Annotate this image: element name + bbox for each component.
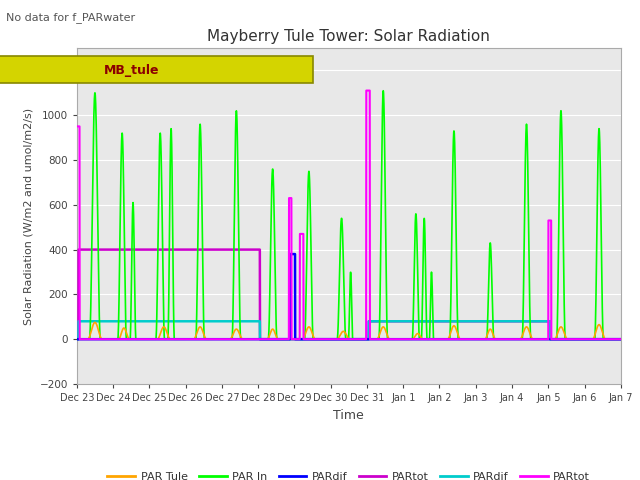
Text: No data for f_PARwater: No data for f_PARwater — [6, 12, 136, 23]
FancyBboxPatch shape — [0, 56, 312, 83]
Text: MB_tule: MB_tule — [104, 64, 159, 77]
Title: Mayberry Tule Tower: Solar Radiation: Mayberry Tule Tower: Solar Radiation — [207, 29, 490, 44]
Y-axis label: Solar Radiation (W/m2 and umol/m2/s): Solar Radiation (W/m2 and umol/m2/s) — [24, 108, 34, 324]
X-axis label: Time: Time — [333, 408, 364, 421]
Legend: PAR Tule, PAR In, PARdif, PARtot, PARdif, PARtot: PAR Tule, PAR In, PARdif, PARtot, PARdif… — [103, 467, 595, 480]
